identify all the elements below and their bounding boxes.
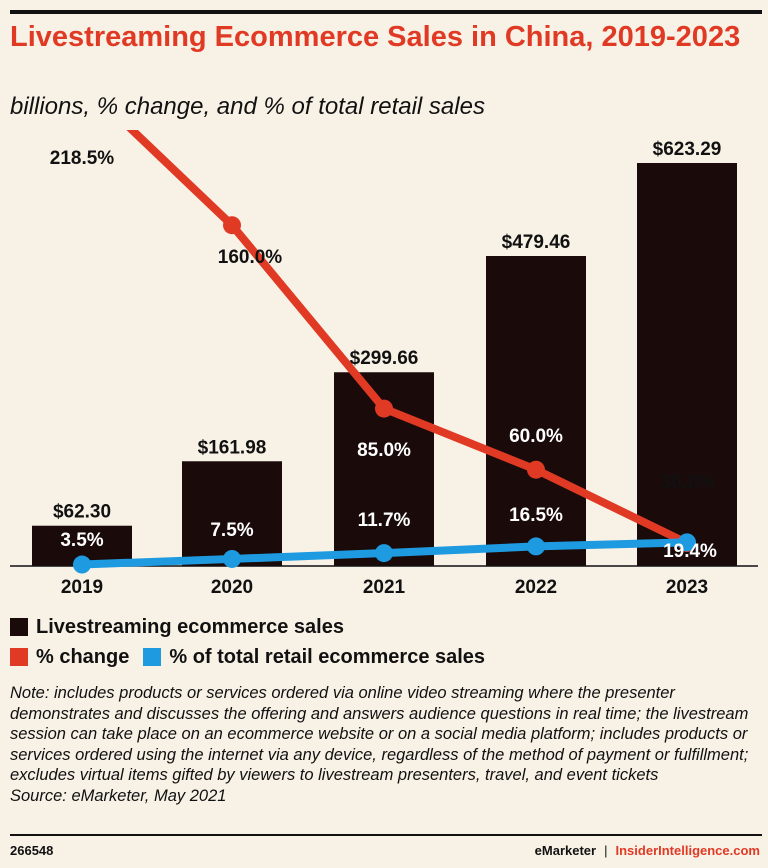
share-point-2020 [223,549,241,568]
change-label-2020: 160.0% [218,247,283,268]
bar-2020 [182,461,282,566]
chart-id: 266548 [10,842,54,858]
legend-label-change: % change [36,646,130,668]
share-label-2023: 19.4% [663,541,717,562]
legend-swatch-change [10,648,28,666]
x-tick-label-2023: 2023 [666,577,708,598]
share-label-2022: 16.5% [509,505,563,526]
bar-2023 [637,163,737,566]
change-label-2022: 60.0% [509,426,563,447]
brand-separator: | [604,842,608,858]
chart-title: Livestreaming Ecommerce Sales in China, … [10,21,741,53]
change-point-2021 [375,399,393,418]
change-label-2021: 85.0% [357,440,411,461]
share-point-2023 [678,533,696,552]
share-label-2020: 7.5% [210,520,253,541]
change-label-2019: 218.5% [50,148,115,169]
bar-label-2020: $161.98 [198,437,267,458]
brand: eMarketer | InsiderIntelligence.com [535,843,760,858]
x-tick-label-2022: 2022 [515,577,557,598]
combo-chart: $62.30 $161.98 $299.66 $479.46 $623.29 218.5%… [10,130,758,598]
legend-label-share: % of total retail ecommerce sales [169,646,486,668]
brand-emarketer: eMarketer [534,842,597,858]
bar-2022 [486,255,586,566]
top-rule [10,10,762,14]
footer-rule [10,834,762,836]
bar-label-2023: $623.29 [653,139,722,160]
legend-label-sales: Livestreaming ecommerce sales [36,616,344,638]
share-point-2019 [73,555,91,574]
bar-label-2021: $299.66 [350,348,419,369]
change-point-2022 [527,460,545,479]
chart-note: Note: includes products or services orde… [10,683,760,806]
share-point-2021 [375,544,393,563]
legend: Livestreaming ecommerce sales % change %… [10,612,750,672]
change-label-2023: 30.0% [661,472,715,493]
share-label-2021: 11.7% [358,510,411,531]
x-tick-label-2021: 2021 [363,577,406,598]
legend-item-share: % of total retail ecommerce sales [143,643,485,671]
share-point-2022 [527,537,545,556]
chart-subtitle: billions, % change, and % of total retai… [10,93,485,120]
legend-item-change: % change [10,643,129,671]
chart-area: $62.30 $161.98 $299.66 $479.46 $623.29 218.5%… [0,130,768,600]
x-tick-label-2020: 2020 [211,577,253,598]
legend-row-2: % change % of total retail ecommerce sal… [10,642,750,672]
legend-item-sales: Livestreaming ecommerce sales [10,613,344,641]
footer: 266548 eMarketer | InsiderIntelligence.c… [10,839,760,861]
brand-insider-intelligence: InsiderIntelligence.com [615,842,761,858]
share-label-2019: 3.5% [60,530,103,551]
x-tick-label-2019: 2019 [61,577,103,598]
change-point-2020 [223,216,241,235]
bar-label-2019: $62.30 [53,502,111,523]
bar-label-2022: $479.46 [502,232,571,253]
note-text: Note: includes products or services orde… [10,684,749,784]
legend-swatch-sales [10,618,28,636]
source-text: Source: eMarketer, May 2021 [10,786,227,805]
legend-swatch-share [143,648,162,666]
legend-row-1: Livestreaming ecommerce sales [10,612,750,642]
